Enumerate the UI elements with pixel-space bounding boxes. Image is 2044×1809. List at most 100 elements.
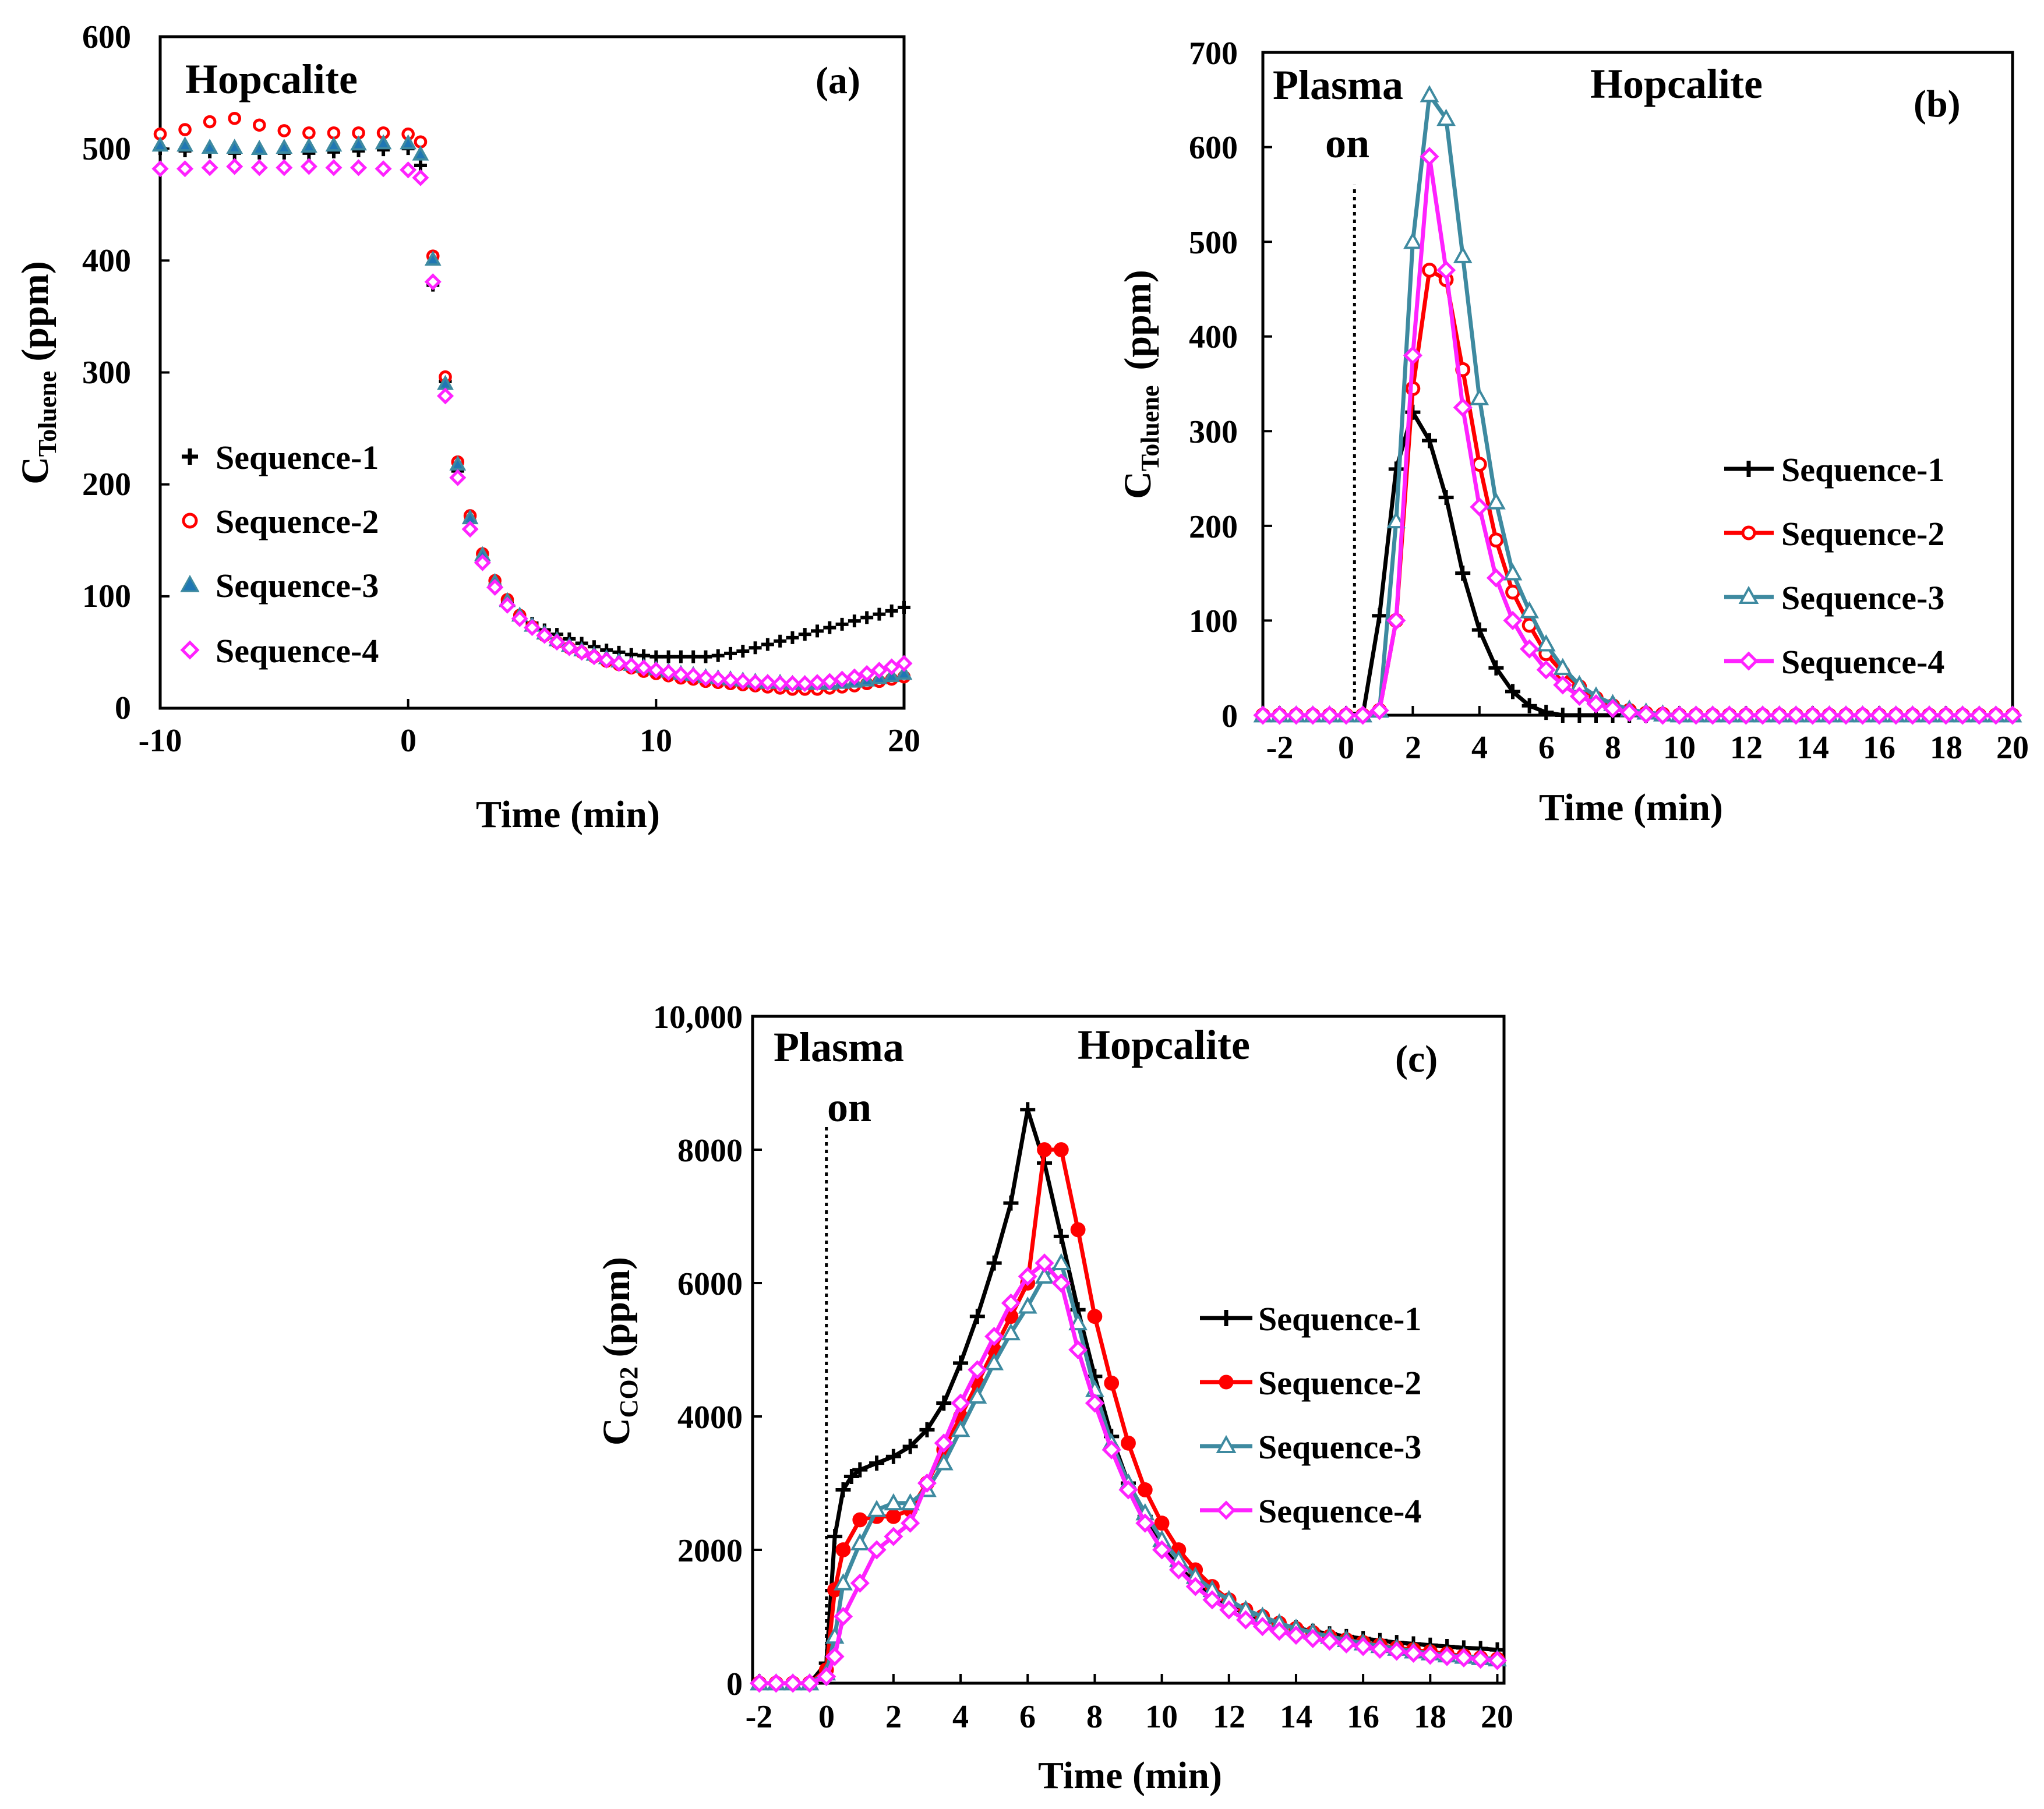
data-point-sequence-4 bbox=[1869, 705, 1889, 725]
data-point-sequence-3 bbox=[1403, 232, 1422, 249]
y-tick-label: 2000 bbox=[677, 1533, 743, 1569]
panel-a-y-ticks: 0 100 200 300 400 500 600 bbox=[82, 19, 131, 726]
data-point-sequence-1 bbox=[774, 634, 787, 648]
data-point-sequence-4 bbox=[771, 675, 789, 692]
data-point-sequence-4 bbox=[1269, 1621, 1289, 1641]
data-point-sequence-1 bbox=[1555, 708, 1570, 723]
data-point-sequence-4 bbox=[635, 659, 652, 677]
legend-label: Sequence-1 bbox=[1781, 451, 1944, 489]
data-point-sequence-4 bbox=[672, 666, 690, 683]
data-point-sequence-1 bbox=[1521, 698, 1537, 713]
data-point-sequence-4 bbox=[250, 159, 268, 176]
data-point-sequence-3 bbox=[412, 145, 429, 161]
panel-c: Plasma on Hopcalite (c) 0 2000 4000 6000… bbox=[595, 999, 1513, 1797]
data-point-sequence-3 bbox=[1453, 246, 1473, 263]
data-point-sequence-1 bbox=[798, 628, 811, 641]
data-point-sequence-4 bbox=[1018, 1267, 1037, 1287]
data-point-sequence-4 bbox=[759, 674, 776, 691]
data-point-sequence-3 bbox=[884, 1493, 903, 1511]
data-point-sequence-3 bbox=[1035, 1266, 1054, 1284]
data-point-sequence-4 bbox=[1569, 686, 1589, 706]
data-point-sequence-3 bbox=[1436, 108, 1456, 126]
data-point-sequence-4 bbox=[1353, 705, 1373, 725]
svg-text:CToluene(ppm): CToluene (ppm) bbox=[1117, 270, 1164, 499]
panel-b-marks bbox=[1253, 51, 2022, 725]
data-point-sequence-4 bbox=[1270, 705, 1290, 725]
data-point-sequence-4 bbox=[800, 1673, 820, 1693]
x-tick-label: 8 bbox=[1086, 1699, 1103, 1735]
data-point-sequence-4 bbox=[548, 634, 566, 651]
legend-item-sequence-4: Sequence-4 bbox=[1200, 1492, 1421, 1530]
x-tick-label: 4 bbox=[1471, 730, 1488, 766]
data-point-sequence-4 bbox=[1320, 1631, 1340, 1651]
data-point-sequence-4 bbox=[1303, 705, 1323, 725]
data-point-sequence-3 bbox=[901, 1493, 920, 1511]
data-point-sequence-4 bbox=[884, 1527, 903, 1546]
data-point-sequence-4 bbox=[1586, 694, 1606, 714]
data-point-sequence-4 bbox=[1253, 705, 1273, 725]
data-point-sequence-3 bbox=[201, 139, 218, 154]
data-point-sequence-1 bbox=[852, 1462, 868, 1478]
data-point-sequence-2 bbox=[1137, 1482, 1153, 1497]
series-line-sequence-3 bbox=[759, 1261, 1498, 1686]
data-point-sequence-4 bbox=[870, 662, 888, 679]
data-point-sequence-3 bbox=[1470, 388, 1489, 405]
data-point-sequence-3 bbox=[400, 134, 417, 150]
data-point-sequence-4 bbox=[1135, 1513, 1155, 1533]
data-point-sequence-3 bbox=[250, 140, 268, 155]
data-point-sequence-4 bbox=[1420, 147, 1439, 167]
legend-label: Sequence-4 bbox=[216, 632, 379, 670]
y-tick-label: 500 bbox=[82, 131, 131, 167]
panel-c-label: (c) bbox=[1395, 1038, 1438, 1080]
x-tick-label: 6 bbox=[1538, 730, 1555, 766]
data-point-sequence-4 bbox=[951, 1393, 970, 1413]
data-point-sequence-1 bbox=[848, 614, 861, 628]
plus-marker-icon bbox=[1741, 461, 1757, 477]
panel-a-y-axis-title: CToluene (ppm) bbox=[14, 261, 62, 485]
data-point-sequence-2 bbox=[203, 115, 217, 129]
x-tick-label: 18 bbox=[1414, 1699, 1446, 1735]
y-axis-main: C bbox=[1117, 471, 1159, 499]
panel-b-x-ticks: -2 0 2 4 6 8 10 12 14 16 18 20 bbox=[1266, 730, 2029, 766]
data-point-sequence-2 bbox=[1488, 532, 1504, 548]
x-tick-label: 16 bbox=[1863, 730, 1895, 766]
data-point-sequence-4 bbox=[1168, 1560, 1188, 1580]
x-tick-label: 20 bbox=[1481, 1699, 1513, 1735]
data-point-sequence-3 bbox=[984, 1353, 1004, 1370]
data-point-sequence-1 bbox=[811, 624, 824, 638]
legend-label: Sequence-3 bbox=[216, 567, 379, 605]
data-point-sequence-4 bbox=[511, 610, 528, 627]
data-point-sequence-4 bbox=[1219, 1600, 1239, 1620]
plus-marker-icon bbox=[1218, 1310, 1234, 1326]
data-point-sequence-4 bbox=[151, 160, 169, 178]
x-tick-label: 10 bbox=[640, 723, 672, 759]
data-point-sequence-4 bbox=[846, 668, 863, 686]
series-line-sequence-4 bbox=[759, 1261, 1498, 1686]
y-tick-label: 4000 bbox=[677, 1400, 743, 1436]
svg-text:CCO2(ppm): CCO2 (ppm) bbox=[595, 1257, 643, 1446]
legend-label: Sequence-4 bbox=[1258, 1492, 1421, 1530]
data-point-sequence-1 bbox=[1488, 660, 1504, 676]
x-tick-label: -2 bbox=[746, 1699, 773, 1735]
data-point-sequence-4 bbox=[276, 159, 293, 176]
data-point-sequence-4 bbox=[1536, 660, 1556, 680]
data-point-sequence-1 bbox=[902, 1439, 918, 1454]
data-point-sequence-4 bbox=[1636, 704, 1656, 724]
data-point-sequence-1 bbox=[898, 601, 910, 614]
data-point-sequence-4 bbox=[523, 619, 541, 637]
data-point-sequence-3 bbox=[325, 136, 343, 152]
data-point-sequence-1 bbox=[1505, 684, 1520, 699]
panel-c-plot-area bbox=[751, 1015, 1506, 1685]
data-point-sequence-4 bbox=[850, 1573, 870, 1593]
data-point-sequence-1 bbox=[1020, 1102, 1036, 1118]
data-point-sequence-4 bbox=[300, 158, 317, 175]
data-point-sequence-3 bbox=[301, 137, 317, 153]
data-point-sequence-3 bbox=[867, 1500, 887, 1517]
data-point-sequence-3 bbox=[1386, 511, 1406, 529]
data-point-sequence-3 bbox=[1553, 658, 1573, 676]
data-point-sequence-3 bbox=[1420, 85, 1439, 103]
triangle-marker-icon bbox=[1738, 585, 1759, 604]
data-point-sequence-4 bbox=[1035, 1253, 1054, 1273]
data-point-sequence-1 bbox=[873, 607, 886, 621]
legend-item-sequence-2: Sequence-2 bbox=[182, 503, 379, 540]
